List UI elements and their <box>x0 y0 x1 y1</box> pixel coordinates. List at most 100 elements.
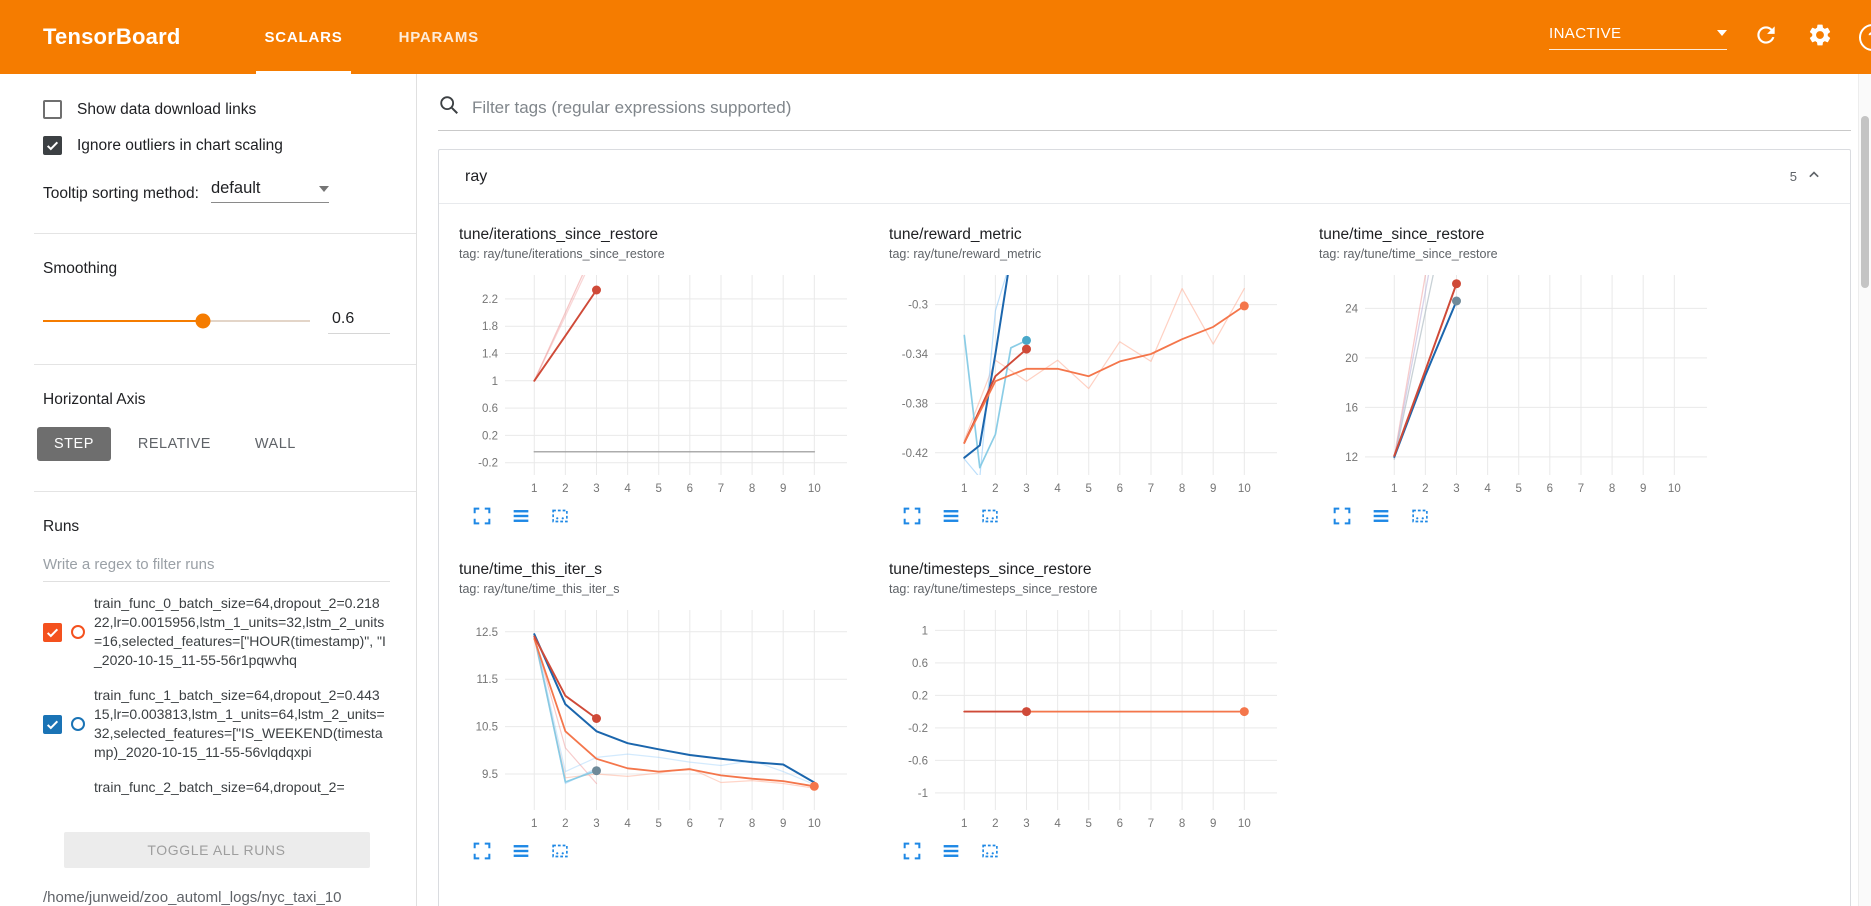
app-header: TensorBoard SCALARS HPARAMS INACTIVE ? <box>0 0 1871 74</box>
run-checkbox[interactable] <box>43 714 62 734</box>
card-collapse-control[interactable]: 5 <box>1790 165 1824 188</box>
runs-filter-input[interactable] <box>43 548 390 582</box>
header-actions: INACTIVE ? <box>1549 0 1871 74</box>
refresh-button[interactable] <box>1751 22 1781 52</box>
log-directory-path: /home/junweid/zoo_automl_logs/nyc_taxi_1… <box>43 889 342 906</box>
settings-button[interactable] <box>1805 22 1835 52</box>
fit-domain-icon[interactable] <box>979 505 1001 527</box>
svg-text:6: 6 <box>1547 483 1553 495</box>
vertical-scrollbar[interactable] <box>1858 74 1871 906</box>
svg-text:11.5: 11.5 <box>476 674 498 686</box>
help-icon[interactable]: ? <box>1859 23 1871 51</box>
svg-text:2: 2 <box>562 483 568 495</box>
svg-text:-1: -1 <box>918 788 928 800</box>
svg-text:-0.6: -0.6 <box>908 755 928 767</box>
chart-plot[interactable]: 1 2 3 4 5 6 7 8 9 10 -1 -0.6 -0.2 0.2 0.6 1 <box>889 602 1287 836</box>
scrollbar-thumb[interactable] <box>1861 116 1869 288</box>
svg-text:1: 1 <box>531 483 537 495</box>
svg-text:8: 8 <box>1179 483 1185 495</box>
run-selector-icon[interactable] <box>940 840 962 862</box>
chart-card: tune/reward_metric tag: ray/tune/reward_… <box>889 226 1301 527</box>
expand-chart-icon[interactable] <box>901 840 923 862</box>
toggle-all-runs-button[interactable]: TOGGLE ALL RUNS <box>63 832 370 868</box>
svg-text:-0.2: -0.2 <box>908 723 928 735</box>
smoothing-value-input[interactable]: 0.6 <box>328 308 390 334</box>
fit-domain-icon[interactable] <box>549 840 571 862</box>
expand-chart-icon[interactable] <box>471 505 493 527</box>
axis-step-button[interactable]: STEP <box>37 427 111 461</box>
axis-relative-button[interactable]: RELATIVE <box>137 436 211 452</box>
tag-filter-input[interactable] <box>472 97 1851 118</box>
ignore-outliers-checkbox[interactable] <box>43 136 62 155</box>
ray-card-header[interactable]: ray 5 <box>439 150 1850 204</box>
tab-hparams[interactable]: HPARAMS <box>371 0 507 74</box>
fit-domain-icon[interactable] <box>979 840 1001 862</box>
run-item[interactable]: train_func_1_batch_size=64,dropout_2=0.4… <box>43 686 390 762</box>
caret-down-icon <box>1717 30 1727 36</box>
run-selector-icon[interactable] <box>510 840 532 862</box>
axis-wall-button[interactable]: WALL <box>254 436 296 452</box>
horizontal-axis-buttons: STEP RELATIVE WALL <box>37 427 390 461</box>
smoothing-slider-thumb[interactable] <box>195 313 211 329</box>
svg-text:1.8: 1.8 <box>482 321 498 333</box>
expand-chart-icon[interactable] <box>471 840 493 862</box>
chart-tag: tag: ray/tune/reward_metric <box>889 247 1042 261</box>
run-checkbox[interactable] <box>43 622 62 642</box>
chart-actions <box>889 840 1301 862</box>
expand-chart-icon[interactable] <box>901 505 923 527</box>
svg-text:5: 5 <box>656 818 662 830</box>
tooltip-sorting-value: default <box>210 179 261 197</box>
svg-text:10.5: 10.5 <box>476 722 498 734</box>
svg-text:2: 2 <box>992 483 998 495</box>
run-item[interactable]: train_func_0_batch_size=64,dropout_2=0.2… <box>43 594 390 670</box>
svg-text:-0.34: -0.34 <box>902 349 929 361</box>
expand-chart-icon[interactable] <box>1331 505 1353 527</box>
fit-domain-icon[interactable] <box>1409 505 1431 527</box>
svg-text:7: 7 <box>1148 483 1154 495</box>
smoothing-slider[interactable] <box>43 313 310 329</box>
run-color-ring[interactable] <box>71 717 85 731</box>
svg-text:7: 7 <box>718 818 724 830</box>
chart-tag: tag: ray/tune/time_since_restore <box>1319 247 1498 261</box>
chart-title: tune/time_this_iter_s <box>459 561 603 578</box>
svg-text:9: 9 <box>1640 483 1646 495</box>
svg-text:4: 4 <box>624 483 631 495</box>
svg-text:2: 2 <box>562 818 568 830</box>
chart-card: tune/iterations_since_restore tag: ray/t… <box>459 226 871 527</box>
chart-plot[interactable]: 1 2 3 4 5 6 7 8 9 10 -0.2 0.2 0.6 1 1.4 1.8 2.2 <box>459 267 857 501</box>
chart-plot[interactable]: 1 2 3 4 5 6 7 8 9 10 9.5 10.5 11.5 12.5 <box>459 602 857 836</box>
svg-text:10: 10 <box>1668 483 1681 495</box>
svg-text:20: 20 <box>1345 353 1358 365</box>
smoothing-label: Smoothing <box>43 260 118 277</box>
run-selector-icon[interactable] <box>1370 505 1392 527</box>
svg-text:0.2: 0.2 <box>482 430 498 442</box>
svg-text:4: 4 <box>1484 483 1491 495</box>
chart-plot[interactable]: 1 2 3 4 5 6 7 8 9 10 -0.42 -0.38 -0.34 -0.3 <box>889 267 1287 501</box>
run-selector-icon[interactable] <box>940 505 962 527</box>
run-item[interactable]: train_func_2_batch_size=64,dropout_2= <box>43 778 390 797</box>
option-ignore-outliers[interactable]: Ignore outliers in chart scaling <box>43 136 390 155</box>
tab-scalars[interactable]: SCALARS <box>236 0 370 74</box>
svg-text:7: 7 <box>1148 818 1154 830</box>
ignore-outliers-label: Ignore outliers in chart scaling <box>77 136 283 154</box>
tooltip-sorting-dropdown[interactable]: default <box>210 179 329 203</box>
sidebar: Show data download links Ignore outliers… <box>0 74 417 906</box>
fit-domain-icon[interactable] <box>549 505 571 527</box>
option-show-download-links[interactable]: Show data download links <box>43 100 390 119</box>
run-color-ring[interactable] <box>71 625 85 639</box>
svg-text:1: 1 <box>531 818 537 830</box>
chart-card: tune/timesteps_since_restore tag: ray/tu… <box>889 561 1301 862</box>
divider <box>34 364 416 365</box>
svg-text:2: 2 <box>1422 483 1428 495</box>
gear-icon <box>1807 22 1833 53</box>
reload-status-dropdown[interactable]: INACTIVE <box>1549 25 1727 50</box>
chart-title: tune/reward_metric <box>889 226 1022 243</box>
svg-text:1: 1 <box>922 625 928 637</box>
svg-text:5: 5 <box>1516 483 1522 495</box>
run-selector-icon[interactable] <box>510 505 532 527</box>
svg-text:-0.2: -0.2 <box>478 458 498 470</box>
download-links-checkbox[interactable] <box>43 100 62 119</box>
chart-actions <box>1319 505 1731 527</box>
svg-text:0.6: 0.6 <box>482 403 498 415</box>
